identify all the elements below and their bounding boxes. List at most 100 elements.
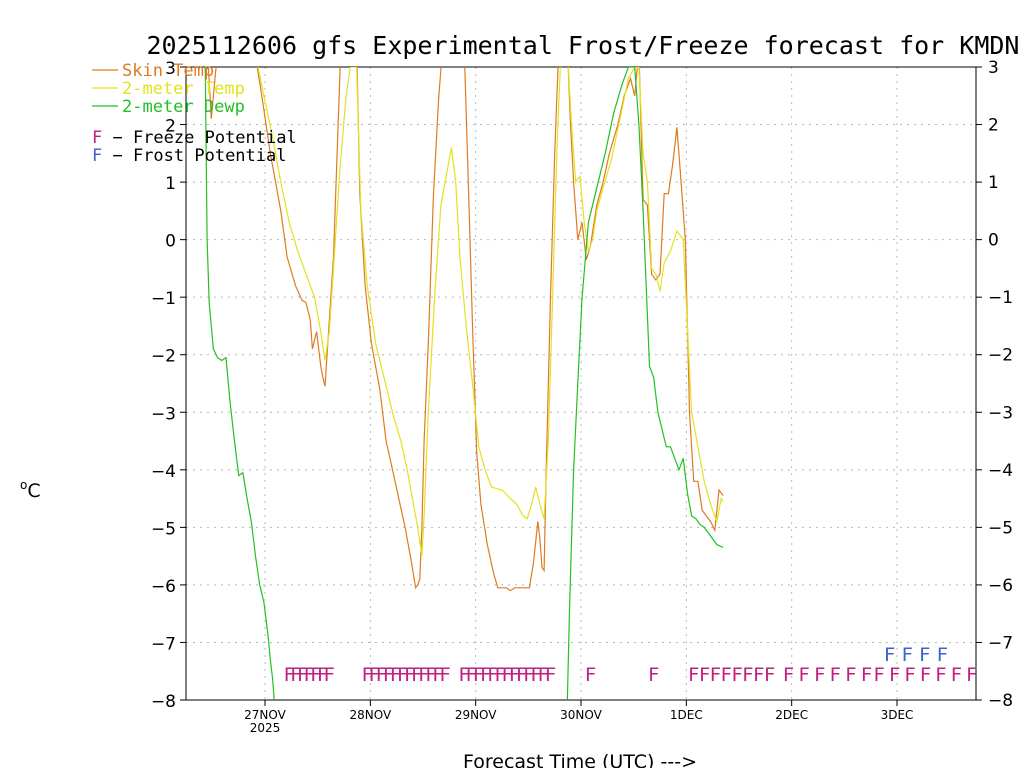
x-tick-sublabel: 2025 [250,721,281,735]
x-tick-label: 30NOV [560,708,602,722]
freeze-marker: F [290,664,301,686]
x-tick-label: 1DEC [670,708,703,722]
y-tick-label-right: −2 [988,346,1013,366]
freeze-marker: F [432,664,443,686]
freeze-marker: F [369,664,380,686]
y-tick-label: −3 [151,404,176,424]
freeze-marker: F [324,664,335,686]
freeze-marker: F [904,664,915,686]
freeze-marker: F [487,664,498,686]
series-line-2-meter-dewp [204,67,724,700]
legend-potential: F − Frost Potential [92,146,286,166]
x-tick-label: 27NOV [244,708,286,722]
frost-marker: F [884,644,895,666]
freeze-marker: F [411,664,422,686]
y-tick-label: −7 [151,634,176,654]
freeze-marker: F [284,664,295,686]
freeze-marker: F [764,664,775,686]
freeze-marker: F [530,664,541,686]
y-tick-label-right: −3 [988,403,1013,423]
freeze-marker: F [397,664,408,686]
frost-marker: F [901,644,912,666]
y-tick-label-right: 2 [988,116,999,136]
y-tick-label: −5 [151,519,176,539]
y-tick-label-right: −8 [988,691,1013,711]
freeze-marker: F [951,664,962,686]
freeze-marker: F [376,664,387,686]
freeze-marker: F [425,664,436,686]
frost-marker: F [937,644,948,666]
legend-potential-text: − Freeze Potential [102,128,296,148]
freeze-marker: F [466,664,477,686]
freeze-marker: F [935,664,946,686]
freeze-marker: F [390,664,401,686]
legend-potential-letter: F [92,128,102,148]
y-tick-label: −6 [151,577,176,597]
series-line-skin-temp [207,67,724,592]
x-tick-label: 3DEC [881,708,914,722]
y-tick-label-right: −7 [988,633,1013,653]
y-tick-label-right: −4 [988,461,1013,481]
freeze-marker: F [710,664,721,686]
y-tick-label: 0 [165,232,176,252]
freeze-marker: F [480,664,491,686]
y-axis-label: oC [20,478,41,502]
legend-potential-text: − Frost Potential [102,146,286,166]
y-axis-label-unit: C [27,480,40,502]
x-tick-label: 28NOV [349,708,391,722]
freeze-marker: F [814,664,825,686]
freeze-marker: F [361,664,372,686]
freeze-marker: F [966,664,977,686]
freeze-marker: F [310,664,321,686]
series-layer [204,67,724,700]
freeze-marker: F [920,664,931,686]
y-tick-label: −4 [151,462,176,482]
freeze-marker: F [418,664,429,686]
y-tick-label-right: −5 [988,518,1013,538]
freeze-marker: F [861,664,872,686]
y-tick-label-right: 1 [988,173,999,193]
x-tick-label: 2DEC [775,708,808,722]
freeze-marker: F [304,664,315,686]
y-tick-label: 3 [165,59,176,79]
freeze-marker: F [731,664,742,686]
x-axis-label: Forecast Time (UTC) ---> [463,751,697,768]
freeze-marker: F [473,664,484,686]
y-tick-label-right: 0 [988,231,999,251]
legend-label: 2-meter Temp [122,79,245,99]
freeze-marker: F [509,664,520,686]
y-tick-label: 2 [165,117,176,137]
freeze-marker: F [648,664,659,686]
grid [186,66,976,701]
y-tick-label: 1 [165,174,176,194]
y-tick-label: −1 [151,289,176,309]
freeze-marker: F [699,664,710,686]
freeze-marker: F [523,664,534,686]
y-tick-label: −8 [151,692,176,712]
freeze-marker: F [458,664,469,686]
freeze-marker: F [798,664,809,686]
freeze-marker: F [720,664,731,686]
y-tick-label-right: −1 [988,288,1013,308]
freeze-marker: F [383,664,394,686]
legend-label: 2-meter Dewp [122,97,245,117]
y-axis-right: 3 2 1 0 −1 −2 −3 −4 −5 −6 −7 −8 [976,58,1013,711]
x-tick-label: 29NOV [455,708,497,722]
legend-potential-letter: F [92,146,102,166]
freeze-marker: F [873,664,884,686]
series-line-2-meter-temp [257,67,724,557]
y-tick-label-right: 3 [988,58,999,78]
freeze-marker: F [889,664,900,686]
freeze-marker: F [297,664,308,686]
freeze-marker: F [830,664,841,686]
freeze-marker: F [845,664,856,686]
chart-title: 2025112606 gfs Experimental Frost/Freeze… [147,31,1020,60]
y-axis-left: 3 2 1 0 −1 −2 −3 −4 −5 −6 −7 −8 [151,59,186,712]
freeze-marker: F [317,664,328,686]
frost-marker: F [919,644,930,666]
legend-label: Skin Temp [122,61,214,81]
freeze-marker: F [742,664,753,686]
